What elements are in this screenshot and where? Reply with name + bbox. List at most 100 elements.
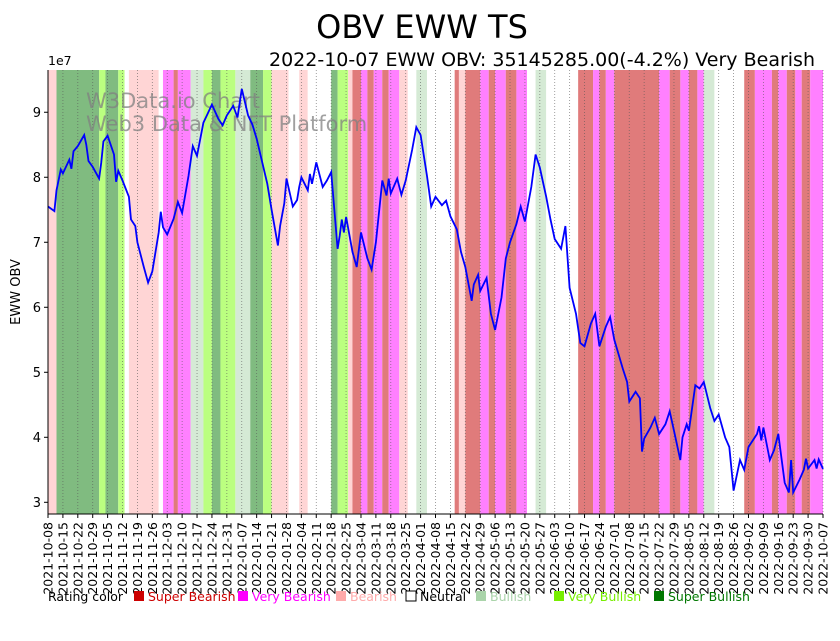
rating-band-49	[605, 70, 615, 514]
x-tick-label-0: 2021-10-08	[41, 522, 56, 595]
x-tick-label-18: 2022-02-11	[309, 522, 324, 595]
x-tick-label-40: 2022-07-15	[637, 522, 652, 595]
x-tick-label-52: 2022-10-07	[816, 522, 831, 595]
rating-band-22	[331, 70, 338, 514]
legend-swatch-4	[476, 591, 486, 601]
x-tick-label-6: 2021-11-19	[130, 522, 145, 595]
rating-band-14	[220, 70, 236, 514]
rating-band-35	[454, 70, 459, 514]
rating-band-39	[488, 70, 496, 514]
x-tick-label-29: 2022-04-29	[473, 522, 488, 595]
x-ticks: 2021-10-08 2021-10-15 2021-10-22 2021-10-29…	[41, 514, 831, 595]
x-tick-label-28: 2022-04-22	[458, 522, 473, 595]
rating-band-40	[495, 70, 506, 514]
rating-band-8	[162, 70, 174, 514]
rating-band-64	[801, 70, 811, 514]
rating-bands	[48, 70, 823, 514]
rating-band-28	[373, 70, 383, 514]
x-tick-label-27: 2022-04-15	[443, 522, 458, 595]
legend-swatch-2	[336, 591, 346, 601]
x-tick-label-7: 2021-11-26	[145, 522, 160, 595]
legend-swatch-1	[238, 591, 248, 601]
x-tick-label-25: 2022-04-01	[413, 522, 428, 595]
chart-subtitle: 2022-10-07 EWW OBV: 35145285.00(-4.2%) V…	[269, 49, 815, 71]
legend-title: Rating color	[48, 589, 124, 604]
x-tick-label-50: 2022-09-23	[786, 522, 801, 595]
rating-band-9	[173, 70, 178, 514]
rating-band-42	[516, 70, 528, 514]
x-tick-label-14: 2022-01-14	[249, 522, 264, 595]
rating-band-50	[614, 70, 660, 514]
rating-band-19	[288, 70, 300, 514]
x-tick-label-12: 2021-12-31	[219, 522, 234, 595]
y-tick-label-3: 6	[33, 301, 41, 316]
legend-label-5: Very Bullish	[568, 589, 641, 604]
rating-band-18	[271, 70, 289, 514]
x-tick-label-21: 2022-03-04	[353, 522, 368, 595]
legend-swatch-3	[405, 590, 417, 602]
x-tick-label-33: 2022-05-27	[532, 522, 547, 595]
rating-band-6	[128, 70, 159, 514]
rating-band-47	[593, 70, 600, 514]
rating-band-31	[399, 70, 408, 514]
rating-band-12	[203, 70, 212, 514]
rating-band-0	[48, 70, 57, 514]
rating-band-36	[458, 70, 466, 514]
legend-swatch-5	[554, 591, 564, 601]
y-tick-label-5: 8	[33, 171, 41, 186]
rating-band-21	[307, 70, 332, 514]
x-tick-label-5: 2021-11-12	[115, 522, 130, 595]
rating-band-13	[211, 70, 221, 514]
rating-band-7	[158, 70, 163, 514]
legend-label-4: Bullish	[490, 589, 531, 604]
x-tick-label-11: 2021-12-24	[204, 522, 219, 595]
x-tick-label-44: 2022-08-12	[696, 522, 711, 595]
rating-band-63	[795, 70, 802, 514]
rating-band-2	[99, 70, 106, 514]
x-tick-label-1: 2021-10-15	[55, 522, 70, 595]
obv-series-line	[47, 88, 824, 496]
rating-band-52	[669, 70, 681, 514]
x-tick-label-16: 2022-01-28	[279, 522, 294, 595]
chart-title: OBV EWW TS	[316, 8, 528, 46]
rating-band-44	[535, 70, 547, 514]
x-tick-label-26: 2022-04-08	[428, 522, 443, 595]
rating-band-65	[810, 70, 823, 514]
x-tick-label-19: 2022-02-18	[324, 522, 339, 595]
rating-band-24	[348, 70, 353, 514]
x-tick-label-22: 2022-03-11	[368, 522, 383, 595]
x-tick-label-37: 2022-06-24	[592, 522, 607, 595]
x-tick-label-32: 2022-05-20	[517, 522, 532, 595]
legend-label-6: Super Bullish	[668, 589, 750, 604]
x-tick-label-20: 2022-02-25	[339, 522, 354, 595]
rating-band-53	[680, 70, 689, 514]
legend-swatch-0	[134, 591, 144, 601]
rating-band-57	[714, 70, 745, 514]
x-tick-label-4: 2021-11-05	[100, 522, 115, 595]
x-tick-label-15: 2022-01-21	[264, 522, 279, 595]
rating-band-15	[235, 70, 251, 514]
rating-band-46	[578, 70, 594, 514]
rating-band-54	[688, 70, 698, 514]
rating-band-30	[388, 70, 400, 514]
rating-band-48	[599, 70, 606, 514]
rating-band-20	[299, 70, 308, 514]
x-tick-label-38: 2022-07-01	[607, 522, 622, 595]
rating-band-23	[337, 70, 349, 514]
rating-band-43	[527, 70, 536, 514]
rating-band-41	[505, 70, 517, 514]
y-tick-label-6: 9	[33, 106, 41, 121]
rating-band-33	[416, 70, 427, 514]
rating-band-5	[124, 70, 129, 514]
rating-band-38	[480, 70, 489, 514]
y-tick-label-4: 7	[33, 236, 41, 251]
rating-band-3	[105, 70, 119, 514]
x-tick-label-9: 2021-12-10	[175, 522, 190, 595]
x-tick-label-39: 2022-07-08	[622, 522, 637, 595]
rating-band-17	[263, 70, 272, 514]
x-tick-label-2: 2021-10-22	[70, 522, 85, 595]
x-tick-label-51: 2022-09-30	[801, 522, 816, 595]
rating-band-4	[118, 70, 125, 514]
y-tick-label-0: 3	[33, 496, 41, 511]
